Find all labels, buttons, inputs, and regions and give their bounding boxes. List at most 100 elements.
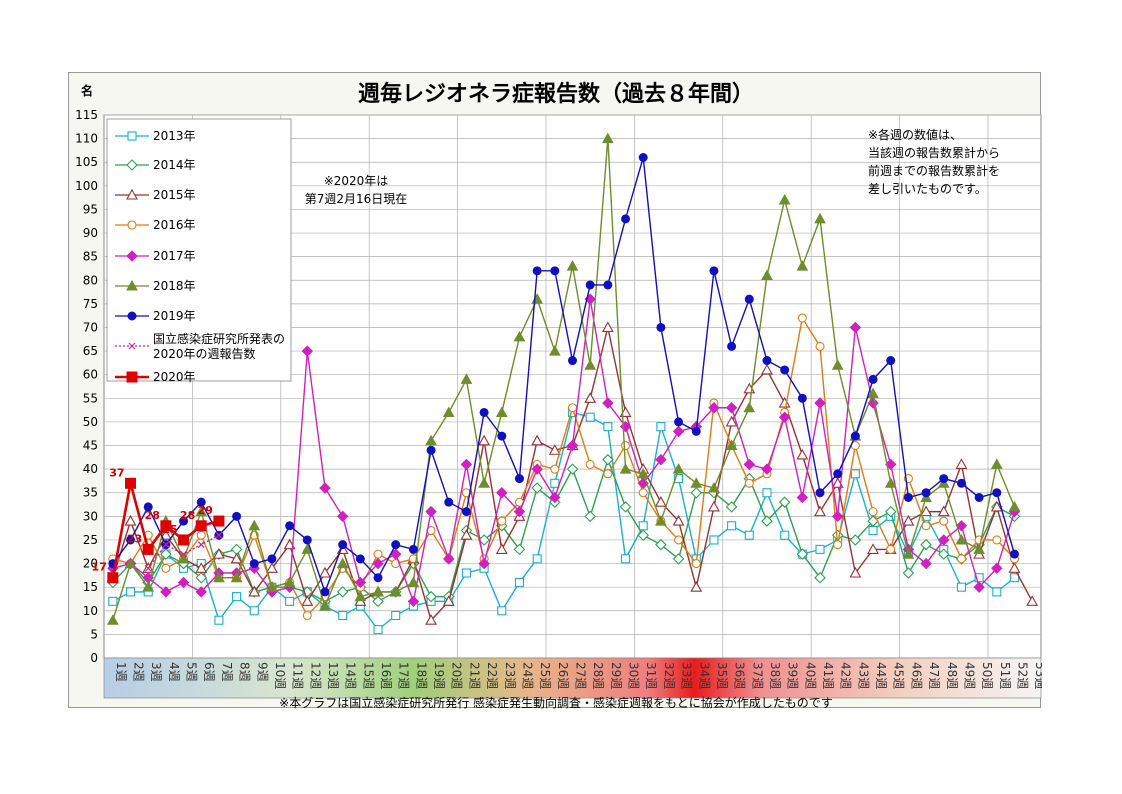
x-tick-label: 21週 — [467, 662, 481, 689]
series-2-point — [637, 529, 649, 542]
x-tick-label: 33週 — [680, 662, 694, 689]
y-tick-label: 75 — [83, 297, 98, 311]
series-1-point — [550, 478, 560, 488]
legend-marker — [127, 311, 137, 321]
series-6-point — [266, 581, 278, 592]
series-5-point — [991, 562, 1003, 574]
series-5-point — [354, 576, 367, 589]
series-6-point — [690, 477, 703, 488]
series-7-point — [850, 431, 860, 441]
series-3-point — [920, 505, 933, 517]
series-6-point — [425, 434, 437, 446]
series-2-point — [619, 501, 632, 513]
series-7-point — [408, 544, 418, 554]
y-tick-label: 70 — [83, 320, 98, 334]
series-6-line — [112, 138, 1016, 621]
series-3-point — [814, 505, 826, 517]
y-tick-label: 30 — [83, 509, 98, 523]
series-5-point — [478, 557, 490, 570]
series-6-point — [389, 585, 402, 597]
series-6-point — [708, 481, 720, 493]
series-9-point — [195, 520, 207, 532]
series-1-point — [585, 412, 595, 422]
x-tick-label: 25週 — [538, 662, 552, 689]
series-9-point — [213, 515, 225, 527]
series-4-point — [674, 535, 684, 545]
x-tick-label: 24週 — [520, 662, 534, 689]
series-7-point — [603, 280, 613, 290]
x-tick-label: 38週 — [768, 662, 782, 689]
data-label: 23 — [127, 532, 142, 545]
y-tick-label: 50 — [83, 415, 98, 429]
series-1-point — [638, 521, 648, 531]
series-4-point — [744, 478, 754, 488]
series-3-point — [478, 434, 491, 446]
series-3-point — [248, 585, 261, 597]
x-tick-label: 49週 — [962, 662, 976, 689]
series-3-point — [707, 500, 720, 512]
series-7-point — [691, 426, 701, 436]
x-tick-label: 39週 — [786, 662, 800, 689]
series-7-point — [974, 492, 984, 502]
series-5-point — [778, 411, 791, 423]
series-2-point — [690, 486, 703, 499]
series-6-point — [460, 373, 473, 384]
series-6-point — [955, 533, 968, 545]
x-tick-label: 52週 — [1015, 662, 1029, 689]
x-tick-label: 27週 — [574, 662, 588, 689]
y-tick-label: 35 — [83, 486, 98, 500]
series-5-point — [761, 463, 773, 475]
series-7-point — [514, 474, 524, 484]
series-1-point — [727, 521, 737, 531]
series-1-point — [815, 544, 825, 554]
series-7-point — [285, 521, 295, 531]
x-tick-label: 48週 — [945, 662, 959, 689]
series-5-point — [549, 491, 561, 504]
series-5-point — [743, 458, 755, 471]
series-5-point — [938, 534, 950, 546]
series-5-point — [301, 345, 314, 357]
series-6-point — [584, 359, 597, 370]
x-tick-label: 12週 — [308, 662, 322, 689]
series-9-point — [107, 572, 119, 584]
series-7-point — [232, 511, 242, 521]
series-4-point — [691, 559, 701, 569]
series-4-point — [815, 341, 825, 351]
legend-label: 2015年 — [153, 188, 196, 202]
series-3-point — [425, 614, 438, 625]
legend-label: 2016年 — [153, 218, 196, 232]
series-6-point — [319, 600, 331, 611]
x-tick-label: 29週 — [609, 662, 623, 689]
series-9-point — [142, 543, 154, 555]
x-tick-label: 46週 — [909, 662, 923, 689]
series-6-point — [142, 581, 155, 592]
series-1-point — [461, 568, 471, 578]
series-3-point — [937, 505, 950, 517]
series-1-point — [373, 625, 383, 635]
x-tick-label: 40週 — [803, 662, 817, 689]
y-tick-label: 15 — [83, 580, 98, 594]
series-6-point — [743, 401, 756, 413]
series-2-line — [112, 457, 1015, 603]
series-6-point — [1008, 500, 1021, 512]
series-6-point — [195, 505, 208, 517]
series-7-point — [338, 540, 348, 550]
x-tick-label: 4週 — [167, 662, 181, 682]
series-5-point — [973, 581, 985, 593]
x-tick-label: 19週 — [432, 662, 446, 689]
series-2-point — [937, 548, 950, 560]
series-9-point — [125, 477, 137, 489]
series-2-point — [761, 515, 773, 527]
series-6-point — [867, 387, 879, 399]
x-tick-label: 34週 — [697, 662, 711, 689]
series-2-point — [725, 501, 738, 513]
series-6-point — [990, 458, 1003, 469]
x-tick-label: 5週 — [185, 662, 199, 682]
legend-label: 2019年 — [153, 309, 196, 323]
series-3-point — [124, 514, 137, 526]
legend-marker — [126, 279, 138, 291]
series-5-point — [602, 397, 614, 409]
series-3-point — [601, 321, 614, 333]
series-3-point — [319, 566, 331, 578]
series-8-point — [215, 531, 223, 539]
